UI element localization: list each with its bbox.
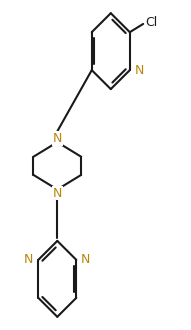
Text: N: N	[24, 253, 33, 266]
Text: N: N	[53, 186, 62, 200]
Text: Cl: Cl	[145, 16, 157, 29]
Text: N: N	[135, 64, 144, 77]
Text: N: N	[53, 132, 62, 145]
Text: N: N	[81, 253, 91, 266]
